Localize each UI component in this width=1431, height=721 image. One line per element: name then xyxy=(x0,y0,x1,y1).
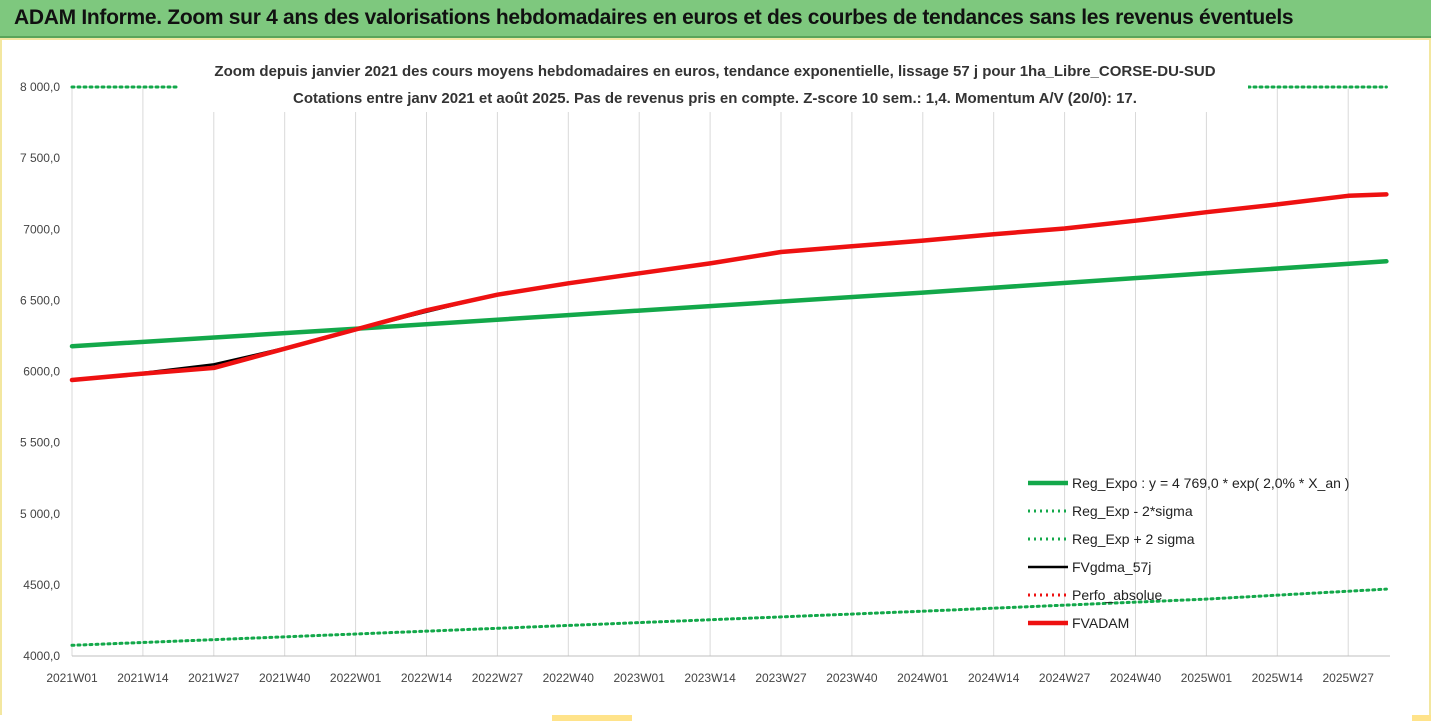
report-banner: ADAM Informe. Zoom sur 4 ans des valoris… xyxy=(0,0,1431,38)
x-axis: 2021W01 2021W14 2021W27 2021W40 2022W01 2022W… xyxy=(46,655,1390,685)
x-tick-label: 2024W40 xyxy=(1110,671,1162,685)
series-group xyxy=(69,85,1389,647)
x-tick-label: 2023W40 xyxy=(826,671,878,685)
x-tick-label: 2021W01 xyxy=(46,671,98,685)
x-tick-label: 2023W14 xyxy=(684,671,736,685)
series-reg-expo-y-4-769-0-exp-2-0-x-an xyxy=(69,259,1389,349)
x-tick-label: 2023W27 xyxy=(755,671,807,685)
legend-label: Perfo_absolue xyxy=(1072,587,1163,603)
y-tick-label: 7000,0 xyxy=(23,222,60,236)
x-tick-label: 2025W27 xyxy=(1323,671,1375,685)
legend-label: FVgdma_57j xyxy=(1072,559,1151,575)
x-tick-label: 2022W40 xyxy=(543,671,595,685)
legend-label: Reg_Exp + 2 sigma xyxy=(1072,531,1195,547)
series-reg-exp-2-sigma xyxy=(70,587,1388,647)
x-tick-label: 2021W40 xyxy=(259,671,311,685)
grid-lines xyxy=(71,87,1349,656)
y-tick-label: 6 500,0 xyxy=(20,293,60,307)
title-background xyxy=(178,56,1248,112)
x-tick-label: 2025W01 xyxy=(1181,671,1233,685)
x-tick-label: 2025W14 xyxy=(1252,671,1304,685)
y-tick-label: 4000,0 xyxy=(23,649,60,663)
y-axis: 4000,0 4500,0 5 000,0 5 500,0 6000,0 6 500,0 7… xyxy=(20,80,60,663)
chart-title: Zoom depuis janvier 2021 des cours moyen… xyxy=(214,63,1215,80)
legend-label: FVADAM xyxy=(1072,615,1129,631)
series-fvadam xyxy=(69,192,1389,383)
legend-label: Reg_Exp - 2*sigma xyxy=(1072,503,1193,519)
legend-label: Reg_Expo : y = 4 769,0 * exp( 2,0% * X_a… xyxy=(1072,475,1349,491)
y-tick-label: 8 000,0 xyxy=(20,80,60,94)
y-tick-label: 5 000,0 xyxy=(20,507,60,521)
x-tick-label: 2021W14 xyxy=(117,671,169,685)
x-tick-label: 2024W14 xyxy=(968,671,1020,685)
y-tick-label: 6000,0 xyxy=(23,365,60,379)
x-tick-label: 2022W27 xyxy=(472,671,524,685)
sheet-tab-marker-right xyxy=(1412,715,1431,721)
x-tick-label: 2021W27 xyxy=(188,671,240,685)
chart-titles: Zoom depuis janvier 2021 des cours moyen… xyxy=(178,56,1248,112)
sheet-tab-marker xyxy=(552,715,632,721)
chart-subtitle: Cotations entre janv 2021 et août 2025. … xyxy=(293,90,1137,107)
x-tick-label: 2024W27 xyxy=(1039,671,1091,685)
y-tick-label: 4500,0 xyxy=(23,578,60,592)
x-tick-label: 2024W01 xyxy=(897,671,949,685)
x-tick-label: 2023W01 xyxy=(614,671,666,685)
y-tick-label: 7 500,0 xyxy=(20,151,60,165)
report-title: ADAM Informe. Zoom sur 4 ans des valoris… xyxy=(14,6,1294,29)
legend: Reg_Expo : y = 4 769,0 * exp( 2,0% * X_a… xyxy=(1028,475,1349,631)
x-tick-label: 2022W01 xyxy=(330,671,382,685)
y-tick-label: 5 500,0 xyxy=(20,436,60,450)
bottom-strip xyxy=(0,715,1431,721)
x-tick-label: 2022W14 xyxy=(401,671,453,685)
